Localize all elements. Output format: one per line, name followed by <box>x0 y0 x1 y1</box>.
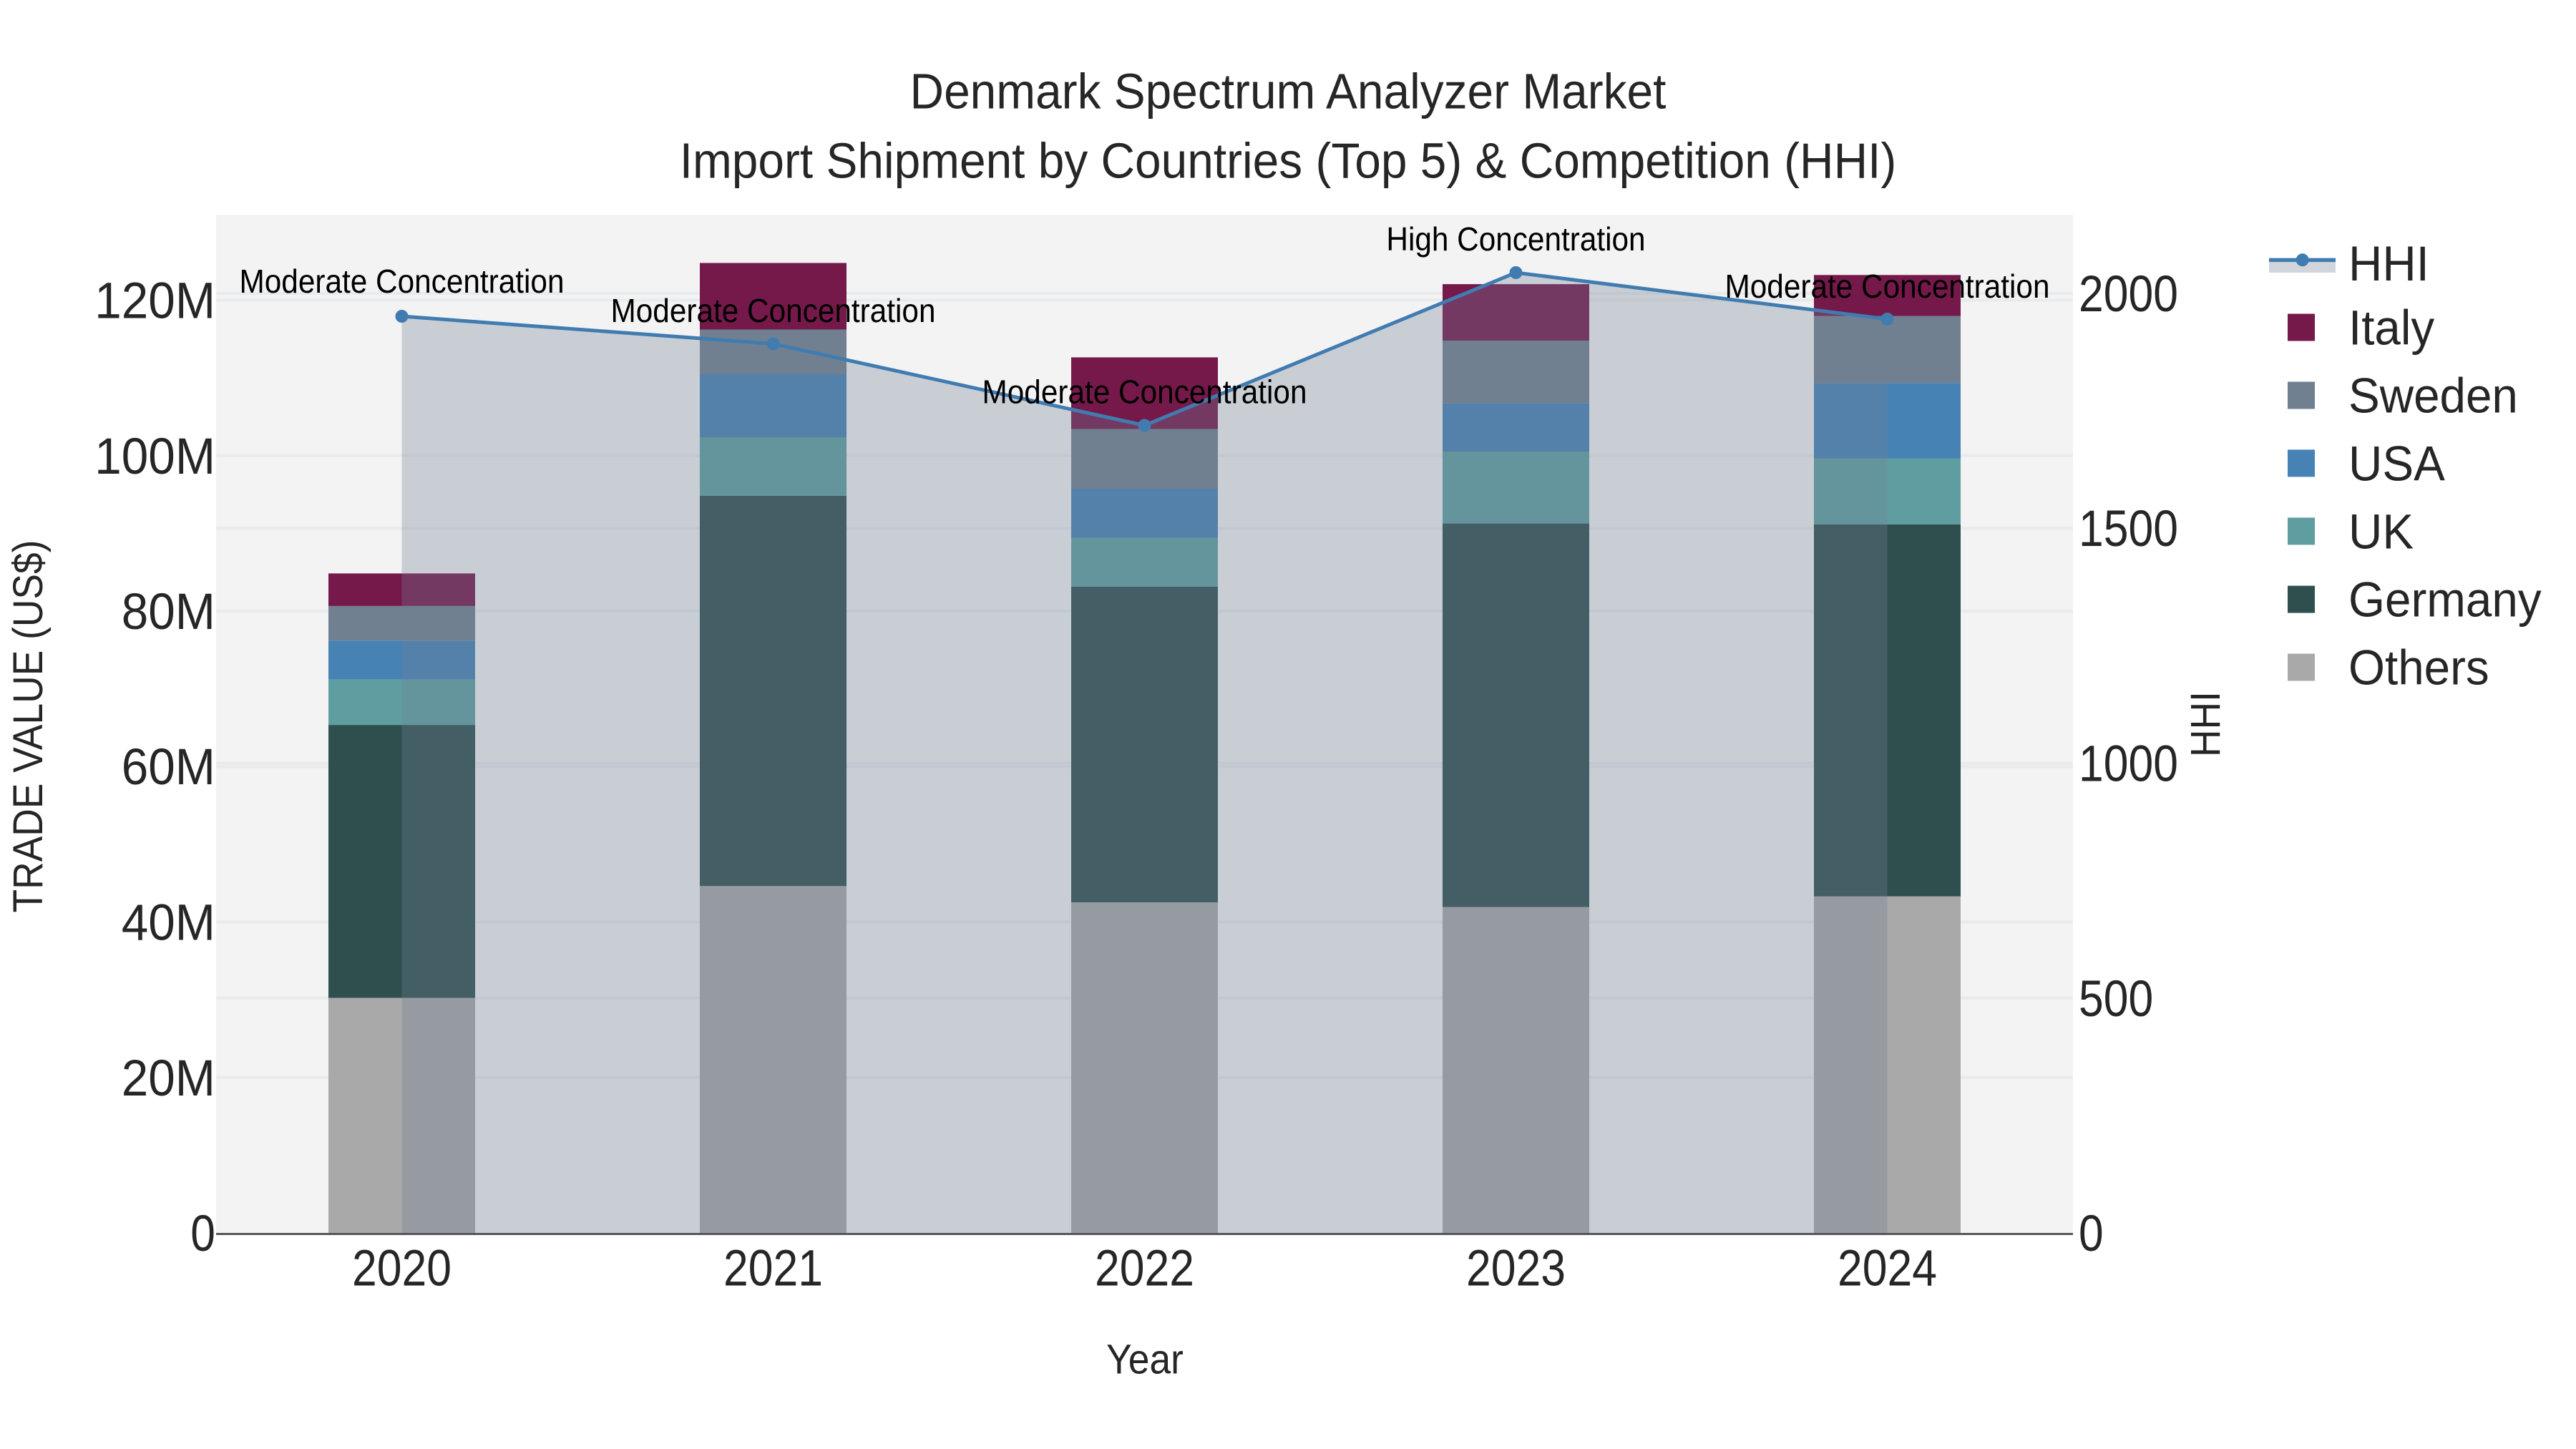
svg-text:500: 500 <box>2079 971 2153 1028</box>
svg-text:Sweden: Sweden <box>2348 369 2518 424</box>
svg-text:HHI: HHI <box>2348 236 2429 291</box>
svg-text:2022: 2022 <box>1095 1241 1194 1297</box>
svg-text:2024: 2024 <box>1838 1241 1937 1297</box>
svg-text:Italy: Italy <box>2348 301 2435 356</box>
svg-text:HHI: HHI <box>2182 691 2229 757</box>
svg-text:2020: 2020 <box>352 1241 452 1297</box>
svg-text:2021: 2021 <box>723 1241 823 1297</box>
svg-text:0: 0 <box>190 1206 215 1262</box>
svg-text:Year: Year <box>1106 1337 1184 1383</box>
svg-text:120M: 120M <box>94 273 215 330</box>
svg-text:USA: USA <box>2348 436 2445 491</box>
svg-text:80M: 80M <box>122 584 215 640</box>
svg-text:Denmark Spectrum Analyzer Mark: Denmark Spectrum Analyzer Market <box>910 64 1667 119</box>
svg-text:60M: 60M <box>122 739 215 796</box>
svg-text:Moderate Concentration: Moderate Concentration <box>240 263 565 300</box>
svg-text:2023: 2023 <box>1466 1241 1566 1297</box>
svg-text:1500: 1500 <box>2079 501 2178 557</box>
svg-text:Moderate Concentration: Moderate Concentration <box>611 292 936 329</box>
svg-text:Moderate Concentration: Moderate Concentration <box>1725 268 2050 305</box>
svg-text:Import Shipment by Countries (: Import Shipment by Countries (Top 5) & C… <box>680 133 1897 189</box>
svg-text:20M: 20M <box>122 1050 215 1107</box>
svg-text:Germany: Germany <box>2348 572 2542 628</box>
svg-text:Others: Others <box>2348 640 2489 696</box>
svg-text:High Concentration: High Concentration <box>1386 220 1645 258</box>
svg-text:40M: 40M <box>122 895 215 952</box>
svg-text:0: 0 <box>2079 1206 2104 1262</box>
svg-text:TRADE VALUE (US$): TRADE VALUE (US$) <box>5 540 52 913</box>
svg-text:UK: UK <box>2348 504 2414 559</box>
svg-text:100M: 100M <box>94 429 215 485</box>
svg-text:Moderate Concentration: Moderate Concentration <box>982 374 1307 411</box>
svg-text:2000: 2000 <box>2079 266 2178 323</box>
svg-text:1000: 1000 <box>2079 736 2178 793</box>
